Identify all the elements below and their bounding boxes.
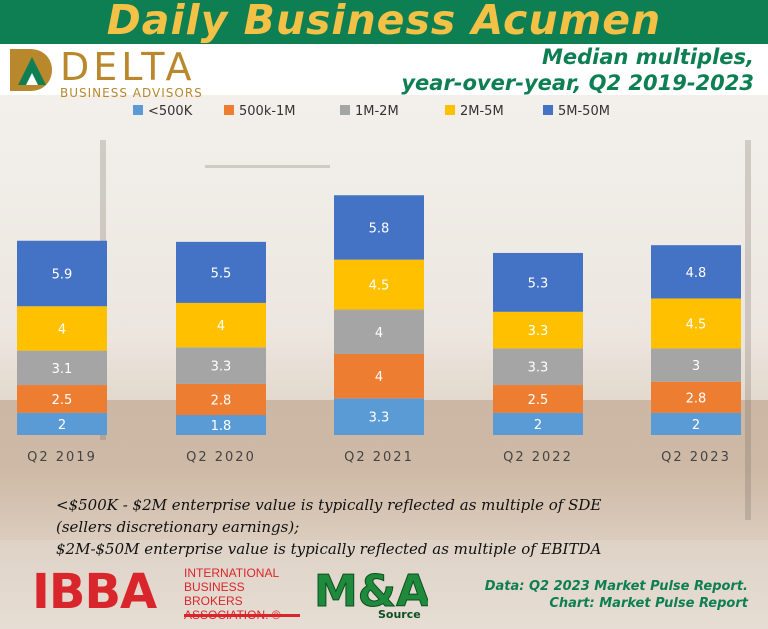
data-label: 2.5 [528,393,549,408]
data-label: 2 [692,418,700,433]
credit-line-1: Data: Q2 2023 Market Pulse Report. [484,579,748,594]
data-label: 4 [375,370,383,385]
bar-segment [17,385,107,413]
subtitle-line-2: year-over-year, Q2 2019-2023 [401,71,754,95]
bar-segment [334,309,424,354]
bar-segment [334,195,424,260]
legend-label-3: 2M-5M [460,104,504,119]
data-label: 4.5 [686,317,707,332]
bar-segment [176,415,266,435]
data-label: 2 [534,418,542,433]
bar-segment [176,241,266,303]
bar-segment [651,412,741,435]
bar-segment [17,240,107,307]
bar-segment [651,245,741,299]
x-tick-label: Q2 2019 [27,450,97,465]
legend-swatch-3 [445,105,455,115]
data-label: 2.5 [52,393,73,408]
ibba-logo: IBBA INTERNATIONAL BUSINESS BROKERS ASSO… [32,564,300,622]
logo-subtitle: BUSINESS ADVISORS [60,86,203,100]
subtitle-line-1: Median multiples, [541,45,754,69]
chart-subtitle: Median multiples, year-over-year, Q2 201… [401,44,754,96]
data-label: 4.8 [686,266,707,281]
footnote: <$500K - $2M enterprise value is typical… [56,494,601,560]
data-credit: Data: Q2 2023 Market Pulse Report. Chart… [485,578,748,612]
bar-segment [651,381,741,413]
legend-swatch-2 [340,105,350,115]
footnote-line-3: $2M-$50M enterprise value is typically r… [56,540,602,558]
data-label: 2.8 [686,391,707,406]
data-label: 2 [58,418,66,433]
ma-letters: M&A [314,566,428,617]
bar-segment [493,252,583,312]
legend-swatch-1 [224,105,234,115]
legend-label-4: 5M-50M [558,104,610,119]
bar-segment [176,347,266,384]
ma-source-logo: M&A Source [314,566,429,622]
bar-segment [651,298,741,349]
data-label: 2.8 [211,393,232,408]
ibba-line-1: INTERNATIONAL [184,566,280,580]
ibba-underline [184,614,300,617]
ibba-letters: IBBA [32,564,157,620]
data-label: 1.8 [211,419,232,434]
ibba-line-2: BUSINESS BROKERS [184,580,245,608]
bar-segment [493,348,583,386]
bar-segment [493,412,583,435]
credit-line-2: Chart: Market Pulse Report [549,596,748,611]
delta-logo-icon [10,49,52,91]
header-panel [0,44,768,95]
data-label: 4 [217,319,225,334]
banner-title: Daily Business Acumen [106,0,662,44]
legend-label-1: 500k-1M [239,104,296,119]
stacked-bar-chart: <500K 500k-1M 1M-2M 2M-5M 5M-50M 2 2.5 3.1 4 5.9 Q… [17,104,741,465]
bar-segment [334,353,424,399]
data-label: 3.3 [369,411,390,426]
data-label: 5.5 [211,266,232,281]
bar-segment [176,383,266,416]
ma-source-text: Source [378,608,421,621]
bar-segment [17,412,107,435]
legend-label-2: 1M-2M [355,104,399,119]
footnote-line-1: <$500K - $2M enterprise value is typical… [56,496,602,514]
bar-segment [493,385,583,413]
bar-segment [334,259,424,310]
x-tick-label: Q2 2021 [344,450,414,465]
bar-segment [493,311,583,349]
background-window [205,165,330,168]
data-label: 5.3 [528,276,549,291]
x-tick-label: Q2 2020 [186,450,256,465]
bar-segment [651,348,741,382]
data-label: 5.8 [369,221,390,236]
legend-swatch-0 [133,105,143,115]
bar-segment [334,398,424,435]
bar-segment [17,306,107,351]
background-door-frame-right [745,140,751,520]
bar-segment [17,350,107,386]
data-label: 3.3 [211,360,232,375]
x-tick-label: Q2 2023 [661,450,731,465]
title-banner: Daily Business Acumen [0,0,768,44]
legend-label-0: <500K [148,104,193,119]
data-label: 3.1 [52,362,73,377]
data-label: 4.5 [369,279,390,294]
logo-wordmark: DELTA [60,45,196,89]
data-label: 3 [692,359,700,374]
legend-swatch-4 [543,105,553,115]
footnote-line-2: (sellers discretionary earnings); [56,518,300,536]
x-tick-label: Q2 2022 [503,450,573,465]
data-label: 4 [58,322,66,337]
data-label: 3.3 [528,324,549,339]
data-label: 4 [375,326,383,341]
data-label: 3.3 [528,361,549,376]
data-label: 5.9 [52,267,73,282]
bar-segment [176,302,266,348]
